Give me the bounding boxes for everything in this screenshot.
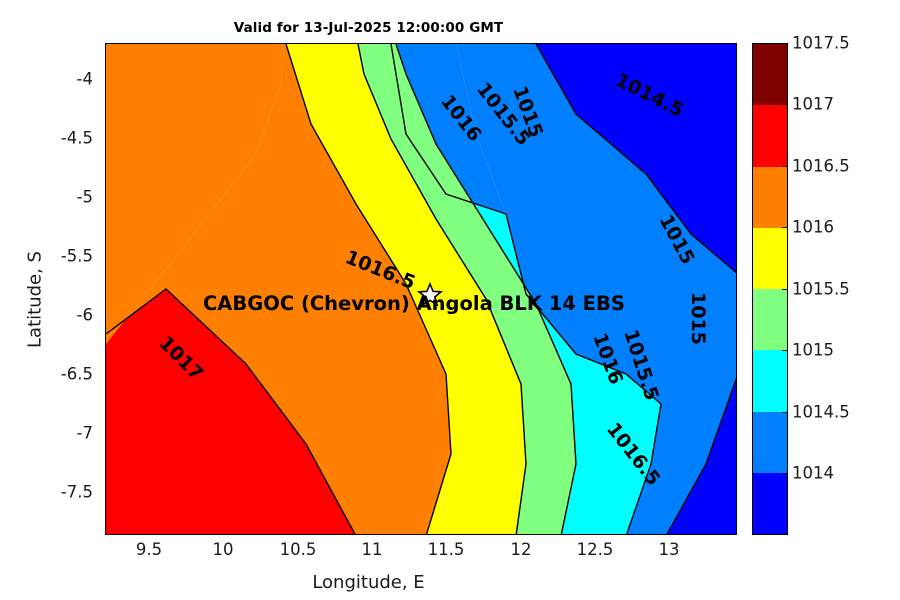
colorbar-band-1014_5-1015 <box>753 350 787 412</box>
contour-map-plot[interactable]: 1016 1015.5 1015 1014.5 1015 1015 1016.5… <box>105 43 737 535</box>
colorbar-tick-mark <box>782 104 788 106</box>
colorbar-tick-label: 1014 <box>792 463 834 483</box>
contour-line-1014_5-b <box>666 377 736 534</box>
band-1014_5-azure <box>456 44 736 534</box>
band-1016_5-orange-top <box>106 44 284 344</box>
colorbar-tick-mark <box>782 289 788 291</box>
contour-label: 1015 <box>687 292 709 345</box>
colorbar-band-1017-1017_5 <box>753 44 787 106</box>
colorbar-band-1014-1014_5 <box>753 411 787 473</box>
y-tick-label: -6 <box>76 305 93 325</box>
band-1014-blue <box>536 44 736 534</box>
colorbar-tick-mark <box>782 412 788 414</box>
band-1015_5-green <box>358 44 576 534</box>
contour-line-1015-a <box>390 44 662 534</box>
contour-line-1015_5 <box>395 44 577 534</box>
colorbar-tick-label: 1017.5 <box>792 33 850 53</box>
x-tick-label: 11 <box>361 540 383 559</box>
x-tick-label: 9.5 <box>135 540 163 559</box>
colorbar-tick-label: 1016 <box>792 217 834 237</box>
x-tick-label: 11.5 <box>427 540 465 559</box>
y-tick-label: -4 <box>76 69 93 89</box>
colorbar-band-1015_5-1016 <box>753 227 787 289</box>
station-marker-group[interactable] <box>416 281 444 307</box>
y-tick-label: -6.5 <box>60 364 93 384</box>
x-tick-label: 13 <box>658 540 680 559</box>
station-label: CABGOC (Chevron) Angola BLK 14 EBS <box>203 292 625 315</box>
contour-line-1017 <box>106 288 356 534</box>
y-tick-label: -4.5 <box>60 128 93 148</box>
y-tick-label: -5 <box>76 187 93 207</box>
colorbar-tick-label: 1015.5 <box>792 279 850 299</box>
x-tick-label: 12.5 <box>576 540 614 559</box>
colorbar[interactable] <box>752 43 788 535</box>
colorbar-tick-label: 1014.5 <box>792 402 850 422</box>
colorbar-band-1015-1015_5 <box>753 289 787 351</box>
colorbar-tick-label: 1017 <box>792 94 834 114</box>
colorbar-tick-mark <box>782 227 788 229</box>
star-marker[interactable] <box>416 281 444 307</box>
colorbar-tick-mark <box>782 166 788 168</box>
colorbar-band-1016-1016_5 <box>753 166 787 228</box>
colorbar-tick-mark <box>782 350 788 352</box>
contour-lines <box>106 44 736 534</box>
x-axis-label: Longitude, E <box>312 572 425 593</box>
x-tick-label: 12 <box>510 540 532 559</box>
chart-title: Valid for 13-Jul-2025 12:00:00 GMT <box>233 20 504 36</box>
contour-map-svg: 1016 1015.5 1015 1014.5 1015 1015 1016.5… <box>106 44 736 534</box>
colorbar-tick-label: 1015 <box>792 340 834 360</box>
y-tick-label: -7 <box>76 423 93 443</box>
band-1016-yellow <box>286 44 526 534</box>
colorbar-tick-label: 1016.5 <box>792 156 850 176</box>
y-tick-label: -7.5 <box>60 482 93 502</box>
y-tick-label: -5.5 <box>60 246 93 266</box>
contour-line-1016 <box>357 44 527 534</box>
colorbar-band-1013_5-1014 <box>753 472 787 534</box>
colorbar-band-1016_5-1017 <box>753 105 787 167</box>
x-tick-label: 10 <box>212 540 234 559</box>
band-1014_5-azure-lobe <box>391 44 506 214</box>
y-axis-label: Latitude, S <box>24 251 46 348</box>
contour-line-1016_5 <box>285 44 452 534</box>
x-tick-label: 10.5 <box>279 540 317 559</box>
contour-line-1014_5 <box>535 44 736 274</box>
band-1017-red <box>106 289 355 534</box>
colorbar-tick-mark <box>782 473 788 475</box>
